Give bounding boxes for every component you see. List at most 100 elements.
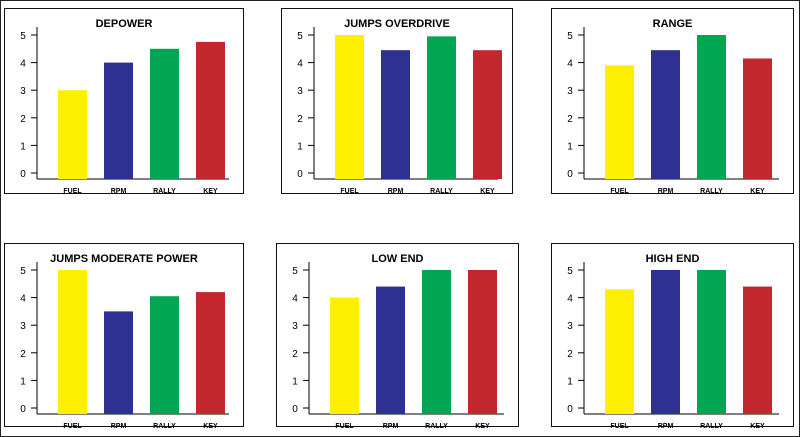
x-tick-label: KEY bbox=[480, 188, 495, 195]
bar-key bbox=[196, 292, 225, 414]
y-tick-label: 5 bbox=[20, 266, 26, 277]
y-tick-label: 0 bbox=[297, 169, 303, 180]
y-tick-label: 2 bbox=[567, 349, 573, 360]
y-tick-label: 0 bbox=[567, 404, 573, 415]
bar-chart: DEPOWER 0 1 2 3 4 5 FUEL RPM RALLY KEY bbox=[20, 18, 229, 195]
x-tick-label: FUEL bbox=[63, 423, 82, 430]
y-tick-label: 4 bbox=[20, 59, 26, 70]
chart-panel-jumps-overdrive: JUMPS OVERDRIVE 0 1 2 3 4 5 FUEL RPM RALLY KEY bbox=[281, 8, 513, 195]
y-tick-label: 3 bbox=[567, 86, 573, 97]
bar-rpm bbox=[376, 286, 405, 414]
bar-fuel bbox=[335, 35, 364, 179]
bar-fuel bbox=[58, 270, 87, 414]
bar-rally bbox=[150, 296, 179, 414]
x-tick-label: RALLY bbox=[700, 423, 723, 430]
y-tick-label: 5 bbox=[20, 31, 26, 42]
bar-rpm bbox=[104, 311, 133, 414]
bar-fuel bbox=[605, 289, 634, 414]
x-tick-label: RPM bbox=[388, 188, 404, 195]
bar-rally bbox=[150, 48, 179, 179]
chart-panel-depower: DEPOWER 0 1 2 3 4 5 FUEL RPM RALLY KEY bbox=[4, 8, 244, 195]
chart-title: RANGE bbox=[653, 18, 693, 30]
chart-title: LOW END bbox=[372, 253, 424, 265]
y-tick-label: 2 bbox=[20, 114, 26, 125]
y-tick-label: 4 bbox=[297, 59, 303, 70]
chart-title: JUMPS OVERDRIVE bbox=[344, 18, 450, 30]
chart-panel-high-end: HIGH END 0 1 2 3 4 5 FUEL RPM RALLY KEY bbox=[551, 243, 794, 430]
bar-rally bbox=[427, 36, 456, 179]
y-tick-label: 0 bbox=[20, 169, 26, 180]
x-tick-label: FUEL bbox=[340, 188, 359, 195]
y-tick-label: 4 bbox=[567, 294, 573, 305]
y-tick-label: 1 bbox=[20, 376, 26, 387]
bar-chart: HIGH END 0 1 2 3 4 5 FUEL RPM RALLY KEY bbox=[567, 253, 779, 430]
bar-rally bbox=[697, 35, 726, 179]
x-tick-label: RPM bbox=[111, 188, 127, 195]
chart-title: HIGH END bbox=[646, 253, 700, 265]
x-tick-label: RPM bbox=[658, 188, 674, 195]
x-tick-label: KEY bbox=[750, 423, 765, 430]
y-tick-label: 2 bbox=[292, 349, 298, 360]
bar-rpm bbox=[651, 270, 680, 414]
x-tick-label: RALLY bbox=[425, 423, 448, 430]
y-tick-label: 0 bbox=[20, 404, 26, 415]
y-tick-label: 1 bbox=[567, 141, 573, 152]
y-tick-label: 2 bbox=[567, 114, 573, 125]
x-tick-label: KEY bbox=[475, 423, 490, 430]
bar-key bbox=[473, 50, 502, 180]
y-tick-label: 5 bbox=[292, 266, 298, 277]
bar-key bbox=[743, 286, 772, 414]
y-tick-label: 1 bbox=[292, 376, 298, 387]
x-tick-label: RALLY bbox=[153, 188, 176, 195]
y-tick-label: 4 bbox=[567, 59, 573, 70]
y-tick-label: 2 bbox=[20, 349, 26, 360]
x-tick-label: RPM bbox=[111, 423, 127, 430]
y-tick-label: 4 bbox=[292, 294, 298, 305]
chart-panel-jumps-moderate-power: JUMPS MODERATE POWER 0 1 2 3 4 5 FUEL RPM RALLY KE… bbox=[4, 243, 244, 430]
bar-key bbox=[468, 270, 497, 414]
x-tick-label: RALLY bbox=[153, 423, 176, 430]
x-tick-label: KEY bbox=[750, 188, 765, 195]
y-tick-label: 1 bbox=[20, 141, 26, 152]
x-tick-label: FUEL bbox=[335, 423, 354, 430]
x-tick-label: FUEL bbox=[610, 188, 629, 195]
chart-title: JUMPS MODERATE POWER bbox=[50, 253, 198, 265]
bar-fuel bbox=[58, 90, 87, 179]
y-tick-label: 3 bbox=[20, 321, 26, 332]
y-tick-label: 3 bbox=[567, 321, 573, 332]
y-tick-label: 3 bbox=[292, 321, 298, 332]
chart-panel-range: RANGE 0 1 2 3 4 5 FUEL RPM RALLY KEY bbox=[551, 8, 794, 195]
chart-title: DEPOWER bbox=[96, 18, 153, 30]
x-tick-label: RPM bbox=[658, 423, 674, 430]
y-tick-label: 3 bbox=[20, 86, 26, 97]
y-tick-label: 4 bbox=[20, 294, 26, 305]
bar-rally bbox=[422, 270, 451, 414]
chart-panel-low-end: LOW END 0 1 2 3 4 5 FUEL RPM RALLY KEY bbox=[276, 243, 519, 430]
bar-chart: JUMPS OVERDRIVE 0 1 2 3 4 5 FUEL RPM RALLY KEY bbox=[297, 18, 502, 195]
bar-key bbox=[743, 58, 772, 179]
y-tick-label: 1 bbox=[567, 376, 573, 387]
bar-rpm bbox=[651, 50, 680, 180]
y-tick-label: 5 bbox=[567, 266, 573, 277]
x-tick-label: RPM bbox=[383, 423, 399, 430]
x-tick-label: KEY bbox=[203, 423, 218, 430]
y-tick-label: 5 bbox=[297, 31, 303, 42]
bar-chart: JUMPS MODERATE POWER 0 1 2 3 4 5 FUEL RPM RALLY KE… bbox=[20, 253, 229, 430]
x-tick-label: FUEL bbox=[610, 423, 629, 430]
y-tick-label: 0 bbox=[567, 169, 573, 180]
bar-chart: LOW END 0 1 2 3 4 5 FUEL RPM RALLY KEY bbox=[292, 253, 504, 430]
y-tick-label: 1 bbox=[297, 141, 303, 152]
bar-rpm bbox=[104, 62, 133, 179]
x-tick-label: RALLY bbox=[700, 188, 723, 195]
y-tick-label: 0 bbox=[292, 404, 298, 415]
bar-fuel bbox=[605, 65, 634, 179]
y-tick-label: 2 bbox=[297, 114, 303, 125]
y-tick-label: 3 bbox=[297, 86, 303, 97]
x-tick-label: RALLY bbox=[430, 188, 453, 195]
bar-key bbox=[196, 41, 225, 180]
x-tick-label: KEY bbox=[203, 188, 218, 195]
y-tick-label: 5 bbox=[567, 31, 573, 42]
bar-rally bbox=[697, 270, 726, 414]
x-tick-label: FUEL bbox=[63, 188, 82, 195]
bar-fuel bbox=[330, 297, 359, 414]
